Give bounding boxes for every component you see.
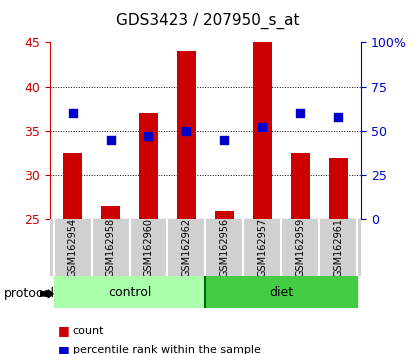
Text: GSM162954: GSM162954 xyxy=(68,218,78,278)
Point xyxy=(183,128,190,134)
Text: GSM162956: GSM162956 xyxy=(220,218,229,278)
Point xyxy=(69,110,76,116)
Text: protocol: protocol xyxy=(4,287,55,300)
Bar xyxy=(291,153,310,219)
Bar xyxy=(63,153,82,219)
Text: GDS3423 / 207950_s_at: GDS3423 / 207950_s_at xyxy=(116,12,299,29)
Point xyxy=(107,137,114,143)
Point xyxy=(335,114,342,120)
Text: GSM162960: GSM162960 xyxy=(144,218,154,277)
Text: GSM162957: GSM162957 xyxy=(257,218,267,278)
Bar xyxy=(177,51,196,219)
Text: GSM162958: GSM162958 xyxy=(105,218,115,278)
Bar xyxy=(253,42,272,219)
Bar xyxy=(205,276,357,308)
Bar xyxy=(329,158,348,219)
Point xyxy=(297,110,304,116)
Bar xyxy=(215,211,234,219)
Text: GSM162961: GSM162961 xyxy=(333,218,343,277)
Text: GSM162959: GSM162959 xyxy=(295,218,305,278)
Text: count: count xyxy=(73,326,104,336)
Bar xyxy=(54,276,205,308)
Point xyxy=(145,133,152,139)
Text: diet: diet xyxy=(269,286,293,298)
Point xyxy=(221,137,228,143)
Text: ■: ■ xyxy=(58,344,70,354)
Text: percentile rank within the sample: percentile rank within the sample xyxy=(73,346,261,354)
Text: control: control xyxy=(108,286,151,298)
Text: GSM162962: GSM162962 xyxy=(181,218,191,278)
Point xyxy=(259,125,266,130)
Text: ■: ■ xyxy=(58,325,70,337)
Bar xyxy=(139,113,158,219)
Bar xyxy=(101,206,120,219)
